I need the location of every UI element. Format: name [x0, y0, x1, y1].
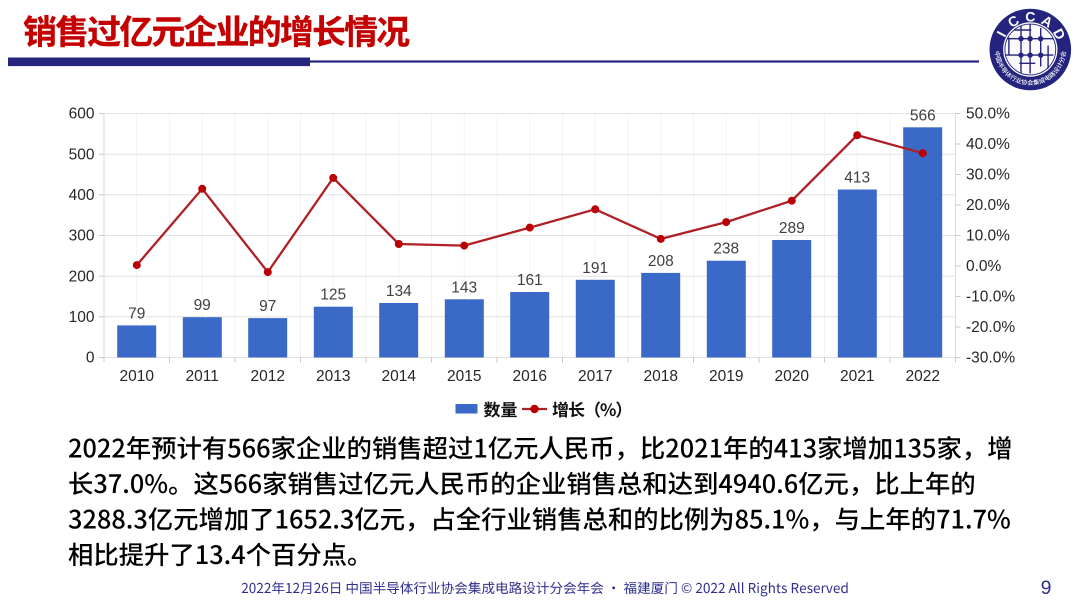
svg-text:400: 400: [69, 187, 95, 204]
svg-text:9: 9: [1041, 577, 1052, 599]
svg-text:50.0%: 50.0%: [966, 106, 1010, 123]
svg-text:99: 99: [194, 297, 211, 314]
svg-text:2021: 2021: [840, 368, 874, 385]
svg-text:0.0%: 0.0%: [966, 258, 1002, 275]
svg-text:2010: 2010: [120, 368, 155, 385]
svg-text:I: I: [993, 29, 1009, 40]
svg-text:208: 208: [648, 253, 674, 270]
svg-text:30.0%: 30.0%: [966, 167, 1010, 184]
svg-text:300: 300: [69, 228, 95, 245]
svg-text:100: 100: [69, 309, 95, 326]
svg-text:2017: 2017: [578, 368, 612, 385]
svg-text:289: 289: [779, 220, 805, 237]
svg-text:143: 143: [451, 279, 477, 296]
svg-text:134: 134: [386, 283, 412, 300]
svg-text:2020: 2020: [775, 368, 810, 385]
svg-text:10.0%: 10.0%: [966, 228, 1010, 245]
svg-text:0: 0: [86, 350, 95, 367]
svg-text:40.0%: 40.0%: [966, 136, 1010, 153]
svg-text:97: 97: [259, 298, 276, 315]
svg-text:2013: 2013: [316, 368, 350, 385]
svg-text:2019: 2019: [709, 368, 743, 385]
svg-text:238: 238: [713, 241, 739, 258]
svg-text:20.0%: 20.0%: [966, 197, 1010, 214]
svg-text:79: 79: [128, 305, 145, 322]
svg-text:2018: 2018: [644, 368, 678, 385]
svg-text:200: 200: [69, 268, 95, 285]
svg-text:500: 500: [69, 146, 95, 163]
svg-text:191: 191: [582, 260, 608, 277]
svg-text:2016: 2016: [513, 368, 547, 385]
svg-text:2022: 2022: [906, 368, 940, 385]
svg-text:2012: 2012: [251, 368, 285, 385]
svg-text:2011: 2011: [186, 368, 219, 385]
svg-text:161: 161: [517, 272, 543, 289]
svg-text:600: 600: [69, 106, 95, 123]
svg-text:-30.0%: -30.0%: [966, 350, 1015, 367]
svg-text:2015: 2015: [447, 368, 481, 385]
svg-text:2014: 2014: [382, 368, 417, 385]
svg-text:-20.0%: -20.0%: [966, 319, 1015, 336]
svg-text:413: 413: [844, 170, 870, 187]
svg-text:C: C: [1025, 9, 1035, 25]
svg-text:-10.0%: -10.0%: [966, 289, 1015, 306]
svg-text:566: 566: [910, 107, 936, 124]
svg-text:125: 125: [320, 287, 346, 304]
